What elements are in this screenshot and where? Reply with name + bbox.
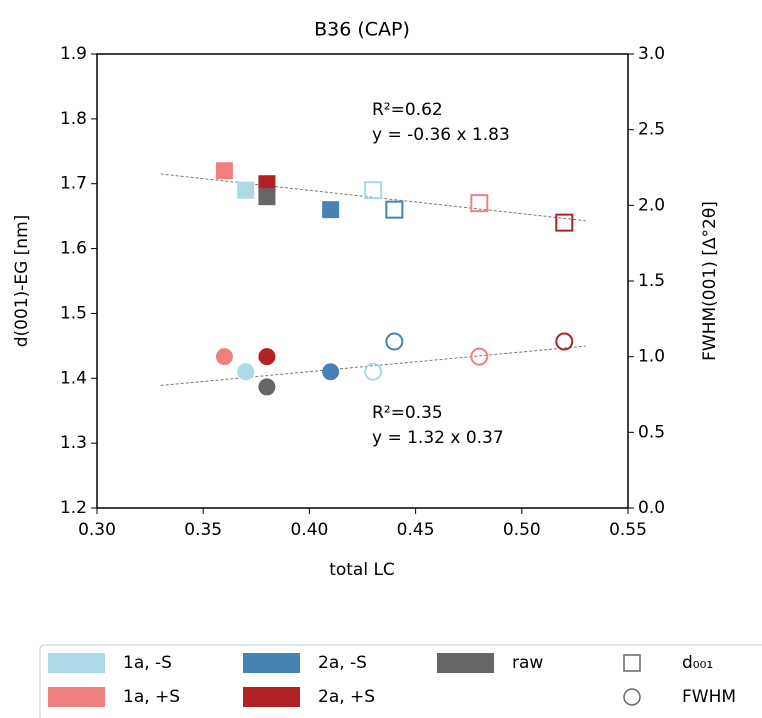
x-tick-label: 0.45: [397, 520, 435, 540]
y2-tick-label: 2.0: [638, 195, 665, 215]
x-tick-label: 0.30: [78, 520, 116, 540]
y2-tick-label: 2.5: [638, 120, 665, 140]
marker-circle: [258, 348, 276, 366]
marker-square: [555, 213, 574, 232]
marker-circle: [623, 688, 641, 706]
trend-annotation: R²=0.35: [372, 403, 443, 423]
marker-circle: [470, 347, 489, 366]
marker-square: [385, 200, 404, 219]
y2-tick-label: 1.5: [638, 271, 665, 291]
trend-annotation: R²=0.62: [372, 100, 443, 120]
chart-title: B36 (CAP): [314, 19, 410, 41]
legend-swatch: [243, 653, 300, 673]
legend-box: [39, 644, 762, 718]
y2-tick-label: 0.0: [638, 498, 665, 518]
legend-label: 2a, -S: [318, 653, 367, 673]
trend-annotation: y = -0.36 x 1.83: [372, 125, 510, 145]
x-tick-label: 0.55: [609, 520, 647, 540]
marker-square: [237, 181, 255, 199]
marker-circle: [322, 363, 340, 381]
marker-square: [623, 654, 641, 672]
legend-label: 1a, +S: [123, 687, 180, 707]
marker-circle: [364, 362, 383, 381]
legend-label: 2a, +S: [318, 687, 375, 707]
marker-square: [215, 162, 233, 180]
marker-square: [258, 188, 276, 206]
marker-square: [322, 201, 340, 219]
x-tick-label: 0.50: [503, 520, 541, 540]
marker-circle: [215, 348, 233, 366]
marker-circle: [237, 363, 255, 381]
legend-swatch: [437, 653, 494, 673]
legend-label: 1a, -S: [123, 653, 172, 673]
y-tick-label: 1.8: [60, 109, 87, 129]
marker-square: [470, 194, 489, 213]
y2-axis-label: FWHM(001) [Δ°2θ]: [700, 201, 720, 361]
trend-annotation: y = 1.32 x 0.37: [372, 428, 504, 448]
y-tick-label: 1.4: [60, 368, 87, 388]
legend-swatch: [48, 653, 105, 673]
y-tick-label: 1.3: [60, 433, 87, 453]
y-tick-label: 1.7: [60, 174, 87, 194]
legend-label: raw: [512, 653, 543, 673]
y-tick-label: 1.5: [60, 303, 87, 323]
y-tick-label: 1.2: [60, 498, 87, 518]
y-tick-label: 1.6: [60, 239, 87, 259]
legend-label: FWHM: [682, 687, 736, 707]
x-tick-label: 0.40: [290, 520, 328, 540]
y2-tick-label: 0.5: [638, 422, 665, 442]
plot-frame: [96, 53, 629, 509]
marker-square: [364, 181, 383, 200]
trendline: [160, 345, 586, 386]
y2-tick-label: 3.0: [638, 44, 665, 64]
x-tick-label: 0.35: [184, 520, 222, 540]
x-axis-label: total LC: [329, 560, 395, 580]
legend-swatch: [243, 687, 300, 707]
y-tick-label: 1.9: [60, 44, 87, 64]
marker-circle: [258, 378, 276, 396]
legend-label: d₀₀₁: [682, 653, 713, 673]
y2-tick-label: 1.0: [638, 347, 665, 367]
trendline: [160, 173, 586, 222]
y-axis-label: d(001)-EG [nm]: [12, 215, 32, 348]
marker-circle: [385, 332, 404, 351]
marker-circle: [555, 332, 574, 351]
legend-swatch: [48, 687, 105, 707]
